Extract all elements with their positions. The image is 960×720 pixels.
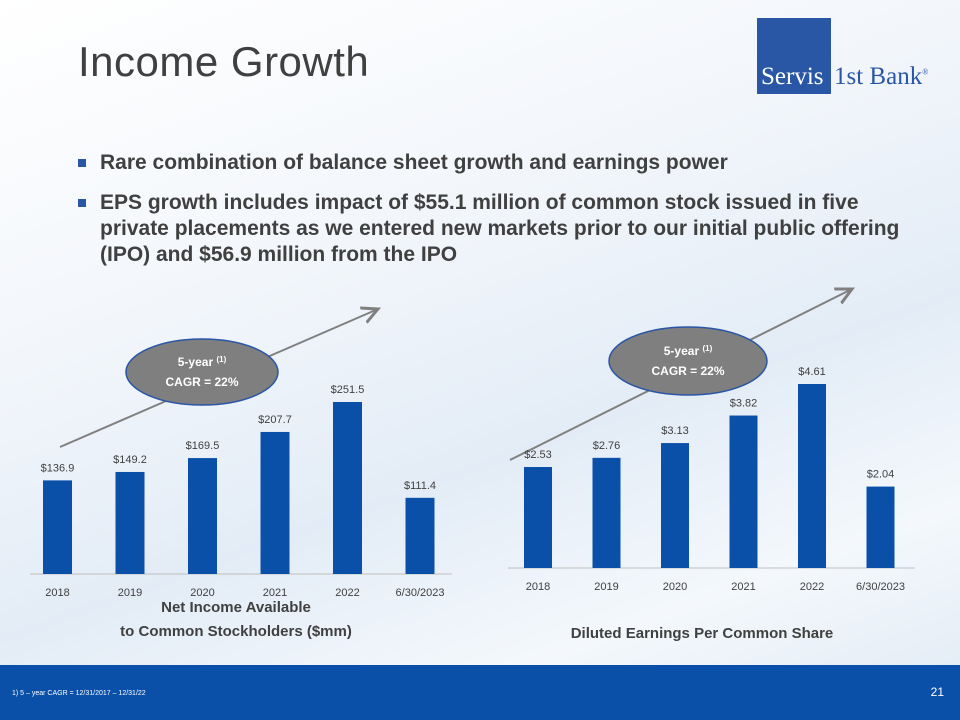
footer-bar: 1) 5 – year CAGR = 12/31/2017 – 12/31/22… xyxy=(0,665,960,720)
net-income-data-label: $149.2 xyxy=(113,454,147,466)
page-title: Income Growth xyxy=(78,38,370,85)
eps-data-label: $2.53 xyxy=(524,449,552,461)
net-income-tick-label: 2021 xyxy=(263,587,287,599)
eps-cagr-footnote-ref: (1) xyxy=(702,344,712,353)
eps-data-label: $2.76 xyxy=(593,440,621,452)
net-income-data-label: $136.9 xyxy=(41,462,75,474)
net-income-bar xyxy=(405,497,435,574)
net-income-cagr-line1: 5-year (1) xyxy=(178,355,227,369)
bullet-square-icon xyxy=(78,159,86,167)
eps-tick-label: 2021 xyxy=(731,581,755,593)
footnote: 1) 5 – year CAGR = 12/31/2017 – 12/31/22 xyxy=(12,690,146,697)
eps-tick-label: 6/30/2023 xyxy=(856,581,905,593)
eps-bar xyxy=(866,486,895,568)
eps-bar xyxy=(729,415,758,568)
logo-text-servis: Servis xyxy=(761,63,824,90)
net-income-tick-label: 2022 xyxy=(335,587,359,599)
net-income-data-label: $111.4 xyxy=(404,480,436,492)
eps-tick-label: 2019 xyxy=(594,581,618,593)
net-income-data-label: $251.5 xyxy=(331,384,365,396)
net-income-bar xyxy=(188,458,217,574)
eps-chart-title: Diluted Earnings Per Common Share xyxy=(571,625,834,642)
net-income-tick-label: 2018 xyxy=(45,587,69,599)
net-income-chart-title: Net Income Available xyxy=(161,599,311,616)
net-income-bar xyxy=(115,471,145,574)
eps-data-label: $3.13 xyxy=(661,425,689,437)
logo-registered-mark: ® xyxy=(922,67,929,77)
net-income-tick-label: 2019 xyxy=(118,587,142,599)
net-income-tick-label: 6/30/2023 xyxy=(396,587,445,599)
net-income-data-label: $169.5 xyxy=(186,440,220,452)
bullet-list: Rare combination of balance sheet growth… xyxy=(78,150,908,282)
eps-cagr-line2: CAGR = 22% xyxy=(651,364,724,378)
eps-tick-label: 2020 xyxy=(663,581,687,593)
bullet-item: Rare combination of balance sheet growth… xyxy=(78,150,908,176)
eps-bar xyxy=(661,443,689,568)
net-income-cagr-line2: CAGR = 22% xyxy=(165,375,238,389)
eps-tick-label: 2022 xyxy=(800,581,824,593)
bank-logo: Servis 1st Bank® xyxy=(757,18,942,94)
logo-box: Servis xyxy=(757,18,831,94)
eps-bar xyxy=(798,384,826,568)
net-income-data-label: $207.7 xyxy=(258,414,292,426)
net-income-tick-label: 2020 xyxy=(190,587,214,599)
net-income-cagr-footnote-ref: (1) xyxy=(216,355,226,364)
eps-cagr-callout xyxy=(608,326,768,396)
page-number: 21 xyxy=(930,685,944,699)
eps-cagr-line1: 5-year (1) xyxy=(664,344,713,358)
net-income-chart-title: to Common Stockholders ($mm) xyxy=(120,623,352,640)
eps-bar xyxy=(524,467,552,568)
eps-data-label: $4.61 xyxy=(798,366,826,378)
bullet-item: EPS growth includes impact of $55.1 mill… xyxy=(78,190,908,268)
eps-tick-label: 2018 xyxy=(526,581,550,593)
net-income-cagr-callout xyxy=(125,338,279,406)
eps-bar xyxy=(592,457,621,568)
net-income-bar xyxy=(333,402,362,574)
net-income-bar xyxy=(260,431,290,574)
eps-data-label: $3.82 xyxy=(730,398,758,410)
bullet-square-icon xyxy=(78,199,86,207)
charts-area: $136.9 2018 $149.2 2019 $169.5 2020 $207.7 2021… xyxy=(30,0,915,642)
eps-data-label: $2.04 xyxy=(867,469,895,481)
logo-text-bank: 1st Bank® xyxy=(834,63,929,90)
net-income-bar xyxy=(43,480,72,574)
